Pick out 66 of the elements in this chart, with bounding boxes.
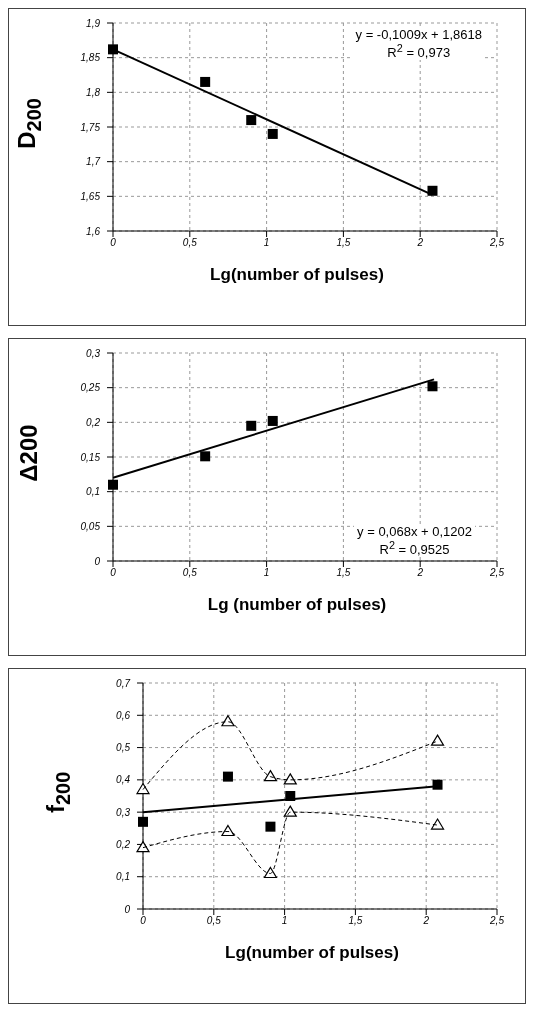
point bbox=[430, 734, 445, 746]
y-tick-label: 1,6 bbox=[86, 225, 101, 237]
point bbox=[265, 821, 276, 832]
x-tick-label: 2,5 bbox=[489, 237, 505, 249]
x-tick-label: 2 bbox=[416, 237, 424, 249]
x-axis-title: Lg(number of pulses) bbox=[209, 265, 385, 285]
y-tick-label: 0,5 bbox=[116, 742, 131, 754]
x-tick-label: 0,5 bbox=[182, 567, 198, 579]
y-tick-label: 0,7 bbox=[116, 677, 131, 689]
point bbox=[108, 479, 118, 490]
point bbox=[138, 816, 148, 827]
y-tick-label: 0,6 bbox=[116, 709, 131, 721]
annotation: R$^{2}$ = 0,9525 bbox=[378, 539, 451, 558]
point bbox=[283, 773, 297, 785]
annotation: y = 0,068x + 0,1202 bbox=[357, 524, 472, 539]
point bbox=[430, 818, 445, 830]
y-tick-label: 0,2 bbox=[116, 838, 131, 850]
x-tick-label: 0,5 bbox=[206, 915, 222, 927]
x-tick-label: 2,5 bbox=[489, 567, 505, 579]
y-tick-label: 0,2 bbox=[86, 416, 101, 428]
x-tick-label: 1,5 bbox=[336, 237, 351, 249]
y-tick-label: 0,1 bbox=[86, 486, 100, 498]
point bbox=[267, 128, 278, 139]
y-tick-label: 1,65 bbox=[80, 190, 101, 202]
x-tick-label: 2,5 bbox=[489, 915, 505, 927]
y-tick-label: 1,75 bbox=[80, 121, 101, 133]
point bbox=[283, 805, 297, 817]
point bbox=[263, 770, 278, 782]
y-tick-label: 0,15 bbox=[80, 451, 101, 463]
point bbox=[432, 779, 443, 790]
y-axis-title: Δ200 bbox=[15, 424, 43, 482]
y-tick-label: 0 bbox=[124, 903, 131, 915]
point bbox=[246, 420, 257, 431]
x-tick-label: 0,5 bbox=[182, 237, 198, 249]
x-tick-label: 1 bbox=[263, 237, 270, 249]
x-tick-label: 2 bbox=[422, 915, 430, 927]
annotation: R$^{2}$ = 0,973 bbox=[386, 42, 452, 61]
y-tick-label: 1,9 bbox=[86, 17, 101, 29]
point bbox=[200, 76, 211, 87]
x-tick-label: 1,5 bbox=[336, 567, 351, 579]
point bbox=[427, 381, 438, 392]
point bbox=[222, 771, 233, 782]
x-axis-title: Lg (number of pulses) bbox=[206, 595, 388, 615]
y-tick-label: 0,1 bbox=[116, 871, 130, 883]
point bbox=[267, 415, 278, 426]
point bbox=[200, 451, 211, 462]
y-tick-label: 0,25 bbox=[80, 382, 101, 394]
x-tick-label: 2 bbox=[416, 567, 424, 579]
y-tick-label: 0,4 bbox=[116, 774, 131, 786]
y-tick-label: 0,3 bbox=[116, 806, 131, 818]
x-axis-title: Lg(number of pulses) bbox=[224, 943, 400, 963]
y-tick-label: 1,7 bbox=[86, 156, 101, 168]
y-tick-label: 1,85 bbox=[80, 52, 101, 64]
point bbox=[246, 115, 257, 126]
point bbox=[221, 824, 235, 837]
point bbox=[263, 866, 278, 879]
annotation: y = -0,1009x + 1,8618 bbox=[355, 27, 482, 42]
x-tick-label: 1 bbox=[263, 567, 270, 579]
y-tick-label: 1,8 bbox=[86, 86, 101, 98]
x-tick-label: 1 bbox=[281, 915, 288, 927]
y-tick-label: 0,3 bbox=[86, 347, 101, 359]
y-tick-label: 0,05 bbox=[80, 520, 101, 532]
x-tick-label: 1,5 bbox=[348, 915, 363, 927]
point bbox=[285, 791, 296, 801]
y-tick-label: 0 bbox=[94, 555, 101, 567]
x-tick-label: 0 bbox=[140, 915, 147, 927]
